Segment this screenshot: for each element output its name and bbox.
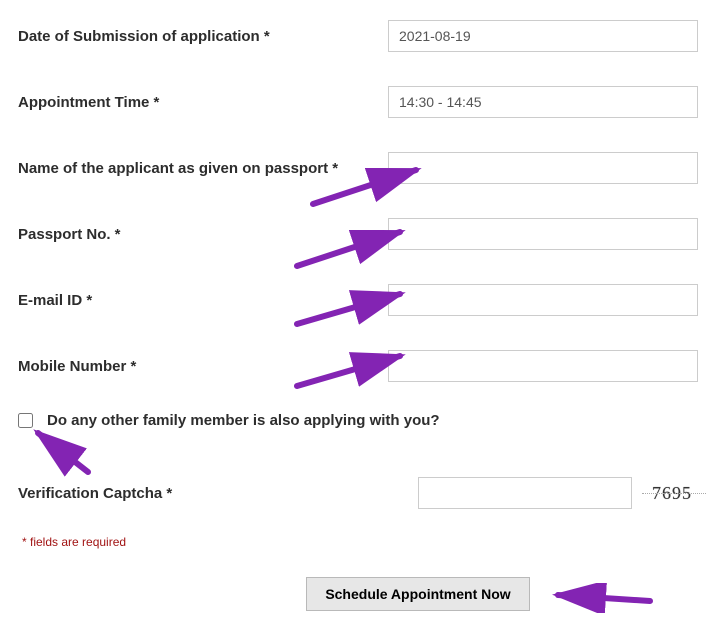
required-note: * fields are required xyxy=(22,535,698,549)
captcha-input[interactable] xyxy=(418,477,632,509)
captcha-code: 7695 xyxy=(646,481,698,506)
annotation-arrow-icon xyxy=(24,426,104,478)
applicant-name-input[interactable] xyxy=(388,152,698,184)
family-checkbox[interactable] xyxy=(18,413,33,428)
appt-time-label: Appointment Time * xyxy=(18,94,388,111)
schedule-appointment-button[interactable]: Schedule Appointment Now xyxy=(306,577,529,611)
mobile-input[interactable] xyxy=(388,350,698,382)
passport-no-input[interactable] xyxy=(388,218,698,250)
email-input[interactable] xyxy=(388,284,698,316)
captcha-label: Verification Captcha * xyxy=(18,485,418,502)
annotation-arrow-icon xyxy=(548,583,658,613)
appt-time-input[interactable] xyxy=(388,86,698,118)
family-label: Do any other family member is also apply… xyxy=(47,412,440,429)
date-submission-input[interactable] xyxy=(388,20,698,52)
date-submission-label: Date of Submission of application * xyxy=(18,28,388,45)
mobile-label: Mobile Number * xyxy=(18,358,388,375)
email-label: E-mail ID * xyxy=(18,292,388,309)
passport-no-label: Passport No. * xyxy=(18,226,388,243)
applicant-name-label: Name of the applicant as given on passpo… xyxy=(18,160,388,177)
